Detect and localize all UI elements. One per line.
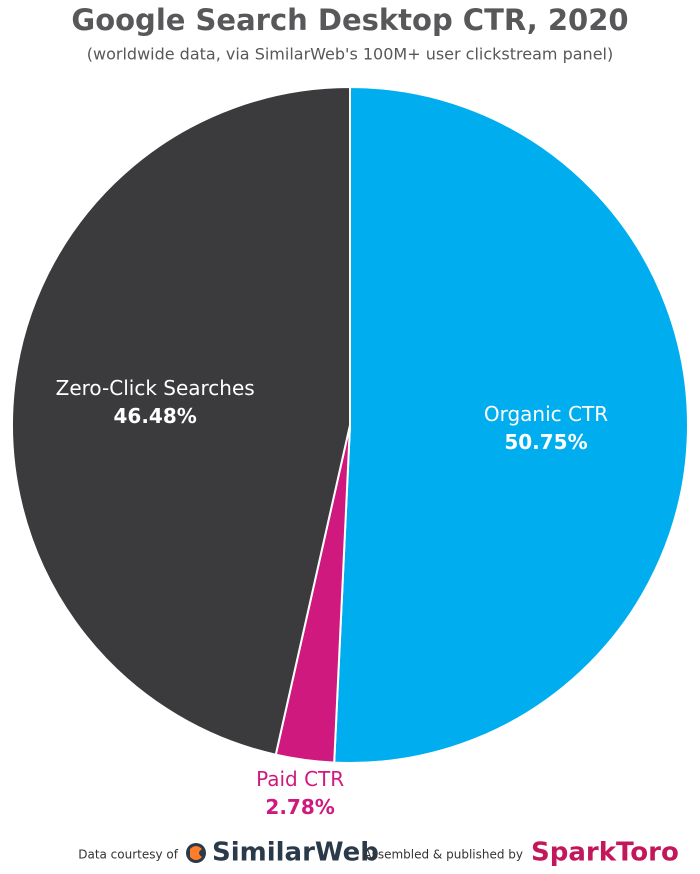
source-brand: SimilarWeb bbox=[212, 838, 379, 868]
pie-slice bbox=[11, 85, 351, 756]
chart-title: Google Search Desktop CTR, 2020 bbox=[71, 3, 628, 37]
source-logo-mark bbox=[190, 846, 202, 860]
slice-value-label: 2.78% bbox=[265, 795, 334, 819]
slice-value-label: 46.48% bbox=[114, 404, 197, 428]
slice-label: Paid CTR bbox=[256, 767, 344, 791]
slice-label: Zero-Click Searches bbox=[56, 376, 255, 400]
pie-slice bbox=[333, 85, 689, 764]
slice-value-label: 50.75% bbox=[504, 430, 587, 454]
slice-label: Organic CTR bbox=[484, 402, 608, 426]
publisher-brand: SparkToro bbox=[531, 838, 679, 868]
chart-subtitle: (worldwide data, via SimilarWeb's 100M+ … bbox=[87, 45, 613, 64]
source-prefix: Data courtesy of bbox=[78, 848, 179, 862]
publisher-prefix: Assembled & published by bbox=[363, 848, 523, 862]
pie bbox=[11, 85, 689, 764]
